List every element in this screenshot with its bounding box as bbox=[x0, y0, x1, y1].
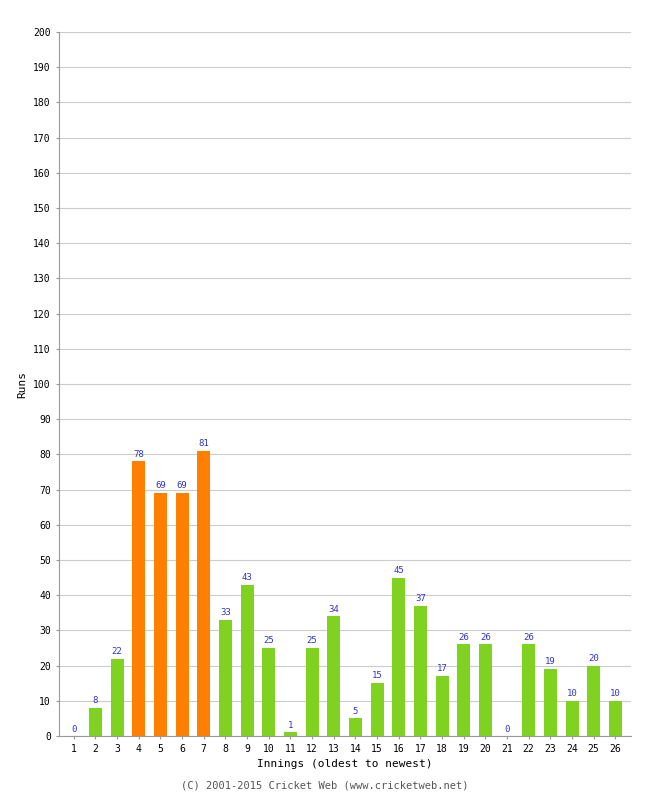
Bar bbox=[327, 616, 340, 736]
Text: 78: 78 bbox=[133, 450, 144, 458]
Text: 37: 37 bbox=[415, 594, 426, 603]
Bar bbox=[197, 451, 210, 736]
Bar bbox=[219, 620, 232, 736]
Bar bbox=[587, 666, 600, 736]
Text: 69: 69 bbox=[177, 482, 187, 490]
Text: 69: 69 bbox=[155, 482, 166, 490]
Text: (C) 2001-2015 Cricket Web (www.cricketweb.net): (C) 2001-2015 Cricket Web (www.cricketwe… bbox=[181, 781, 469, 790]
Text: 26: 26 bbox=[523, 633, 534, 642]
Bar bbox=[176, 493, 188, 736]
Bar bbox=[436, 676, 448, 736]
Bar bbox=[132, 462, 145, 736]
Bar bbox=[284, 733, 297, 736]
Bar bbox=[609, 701, 622, 736]
Bar bbox=[306, 648, 318, 736]
Bar bbox=[111, 658, 124, 736]
Text: 1: 1 bbox=[288, 721, 293, 730]
Text: 25: 25 bbox=[263, 636, 274, 645]
Bar bbox=[240, 585, 254, 736]
Bar bbox=[479, 645, 492, 736]
Bar bbox=[349, 718, 362, 736]
Text: 15: 15 bbox=[372, 671, 382, 680]
Bar bbox=[392, 578, 405, 736]
Bar bbox=[566, 701, 578, 736]
Text: 25: 25 bbox=[307, 636, 317, 645]
Text: 45: 45 bbox=[393, 566, 404, 574]
Text: 26: 26 bbox=[480, 633, 491, 642]
X-axis label: Innings (oldest to newest): Innings (oldest to newest) bbox=[257, 759, 432, 769]
Bar bbox=[154, 493, 167, 736]
Y-axis label: Runs: Runs bbox=[18, 370, 28, 398]
Bar bbox=[457, 645, 470, 736]
Text: 34: 34 bbox=[328, 605, 339, 614]
Bar bbox=[89, 708, 102, 736]
Text: 10: 10 bbox=[567, 689, 577, 698]
Text: 81: 81 bbox=[198, 439, 209, 448]
Text: 17: 17 bbox=[437, 664, 447, 674]
Text: 0: 0 bbox=[71, 726, 76, 734]
Text: 26: 26 bbox=[458, 633, 469, 642]
Bar bbox=[262, 648, 275, 736]
Text: 19: 19 bbox=[545, 658, 556, 666]
Bar bbox=[522, 645, 535, 736]
Text: 5: 5 bbox=[353, 706, 358, 715]
Bar bbox=[544, 669, 557, 736]
Text: 33: 33 bbox=[220, 608, 231, 617]
Text: 43: 43 bbox=[242, 573, 252, 582]
Bar bbox=[414, 606, 427, 736]
Text: 22: 22 bbox=[112, 646, 122, 656]
Text: 8: 8 bbox=[93, 696, 98, 705]
Text: 10: 10 bbox=[610, 689, 621, 698]
Text: 20: 20 bbox=[588, 654, 599, 662]
Text: 0: 0 bbox=[504, 726, 510, 734]
Bar bbox=[370, 683, 383, 736]
